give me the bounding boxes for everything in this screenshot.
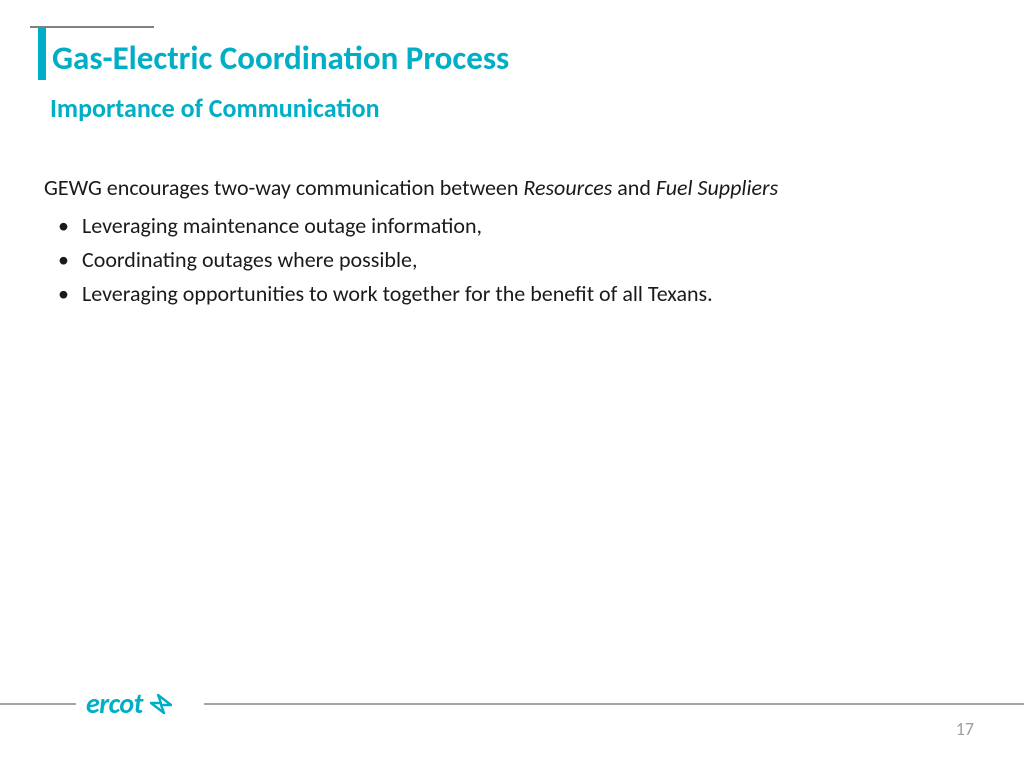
bullet-item: Leveraging maintenance outage informatio… (44, 210, 984, 242)
footer-rule-left (0, 703, 76, 705)
ercot-logo: ercot (86, 686, 175, 721)
slide-subtitle: Importance of Communication (50, 92, 380, 124)
lead-text-mid: and (612, 174, 656, 201)
bullet-list: Leveraging maintenance outage informatio… (44, 210, 984, 310)
body-content: GEWG encourages two-way communication be… (44, 172, 984, 312)
slide: Gas-Electric Coordination Process Import… (0, 0, 1024, 768)
lead-em-suppliers: Fuel Suppliers (656, 174, 778, 201)
bullet-item: Leveraging opportunities to work togethe… (44, 278, 984, 310)
ercot-logo-text: ercot (86, 686, 143, 721)
bullet-item: Coordinating outages where possible, (44, 244, 984, 276)
lead-paragraph: GEWG encourages two-way communication be… (44, 172, 984, 204)
slide-title: Gas-Electric Coordination Process (52, 40, 509, 76)
page-number: 17 (956, 718, 974, 740)
title-accent-bar (38, 28, 46, 80)
lead-em-resources: Resources (523, 174, 612, 201)
top-rule (30, 26, 154, 28)
footer-rule-right (204, 703, 1024, 705)
ercot-bolt-icon (147, 690, 175, 718)
lead-text-pre: GEWG encourages two-way communication be… (44, 174, 523, 201)
